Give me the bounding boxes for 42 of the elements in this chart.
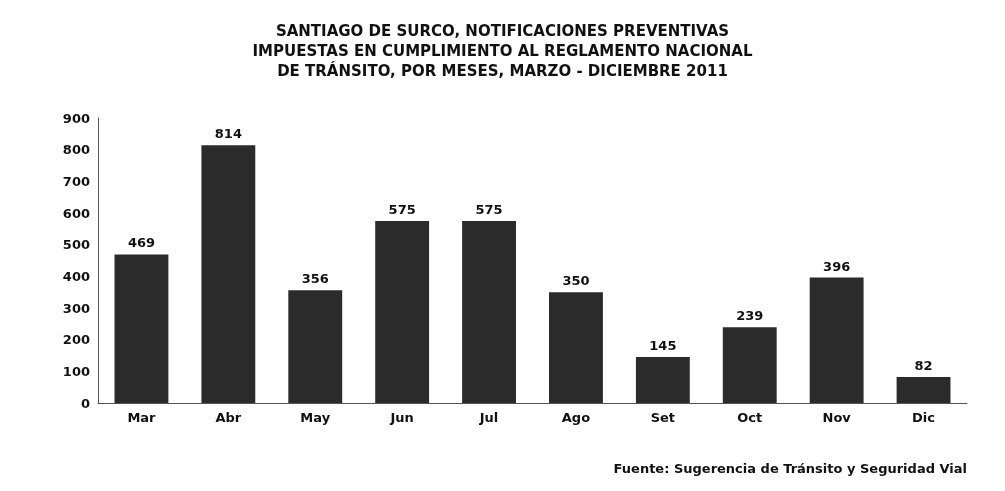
y-tick-label: 0 <box>80 395 90 411</box>
y-tick-label: 200 <box>62 332 90 348</box>
x-tick-label: Jun <box>389 410 414 425</box>
bar <box>201 145 256 403</box>
x-tick-label: Set <box>650 410 676 425</box>
bar <box>549 292 603 403</box>
y-tick-label: 600 <box>62 205 90 221</box>
x-tick-label: Mar <box>127 410 157 425</box>
y-tick-label: 700 <box>62 173 90 189</box>
data-label: 469 <box>127 235 156 251</box>
data-label: 145 <box>649 338 677 354</box>
source-note: Fuente: Sugerencia de Tránsito y Seguridad Vial <box>613 461 968 476</box>
data-label: 575 <box>475 201 503 217</box>
x-tick-label: Abr <box>215 410 242 425</box>
x-tick-label: Dic <box>912 410 936 425</box>
bar <box>288 290 343 403</box>
y-tick-label: 300 <box>62 300 90 316</box>
x-tick-label: Oct <box>737 410 763 425</box>
data-label: 356 <box>301 271 329 287</box>
data-label: 814 <box>214 126 242 142</box>
bar <box>722 327 777 403</box>
bar <box>462 220 516 403</box>
data-label: 239 <box>736 308 764 324</box>
x-tick-label: Jul <box>478 410 499 425</box>
bar <box>896 377 951 403</box>
data-label: 350 <box>562 273 590 289</box>
y-tick-label: 900 <box>62 110 90 126</box>
data-label: 396 <box>823 258 851 274</box>
x-tick-label: Nov <box>822 410 852 425</box>
bar <box>635 357 690 403</box>
data-label: 82 <box>914 358 933 374</box>
y-tick-label: 500 <box>62 237 90 253</box>
bar <box>114 254 169 403</box>
y-tick-label: 800 <box>62 142 90 158</box>
y-tick-label: 100 <box>62 363 90 379</box>
y-tick-label: 400 <box>62 268 90 284</box>
x-tick-label: May <box>300 410 331 425</box>
bar <box>375 220 430 403</box>
bar <box>809 277 864 403</box>
x-tick-label: Ago <box>561 410 591 425</box>
data-label: 575 <box>388 201 416 217</box>
chart-title: SANTIAGO DE SURCO, NOTIFICACIONES PREVENTIVAS IMPUESTAS EN CUMPLIMIENTO AL REGLAMENTO NACIONAL DE TRÁNSITO, POR MESES, MARZO - DICIEMBRE 2011 <box>252 22 753 80</box>
